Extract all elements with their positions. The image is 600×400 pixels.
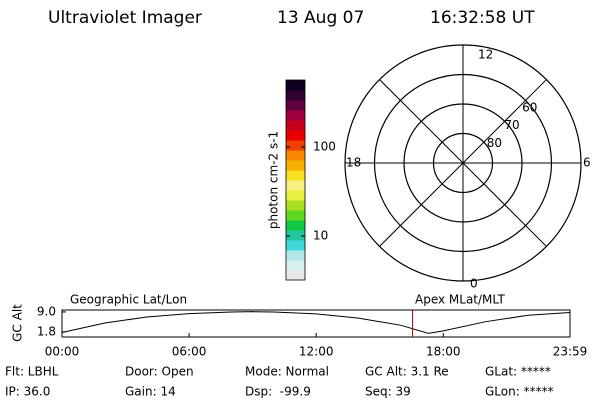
colorbar-step	[286, 120, 305, 131]
lat-label: 70	[504, 118, 519, 132]
info-field: GLat: *****	[485, 365, 551, 379]
y-tick-label: 1.8	[37, 324, 56, 338]
instrument: Ultraviolet Imager	[48, 8, 202, 28]
x-tick-label: 23:59	[553, 345, 588, 359]
colorbar-step	[286, 230, 305, 241]
colorbar-label: photon cm-2 s-1	[267, 131, 281, 229]
colorbar-step	[286, 160, 305, 171]
info-field: Mode: Normal	[245, 365, 329, 379]
x-tick-label: 18:00	[426, 345, 461, 359]
colorbar-tick-label: 100	[313, 139, 336, 153]
x-tick-label: 06:00	[172, 345, 207, 359]
colorbar-step	[286, 270, 305, 281]
info-field: IP: 36.0	[5, 385, 50, 399]
lat-label: 80	[487, 136, 502, 150]
colorbar-step	[286, 150, 305, 161]
colorbar-step	[286, 140, 305, 151]
mlt-label: 6	[583, 156, 591, 170]
y-tick-label: 9.0	[37, 304, 56, 318]
colorbar-step	[286, 80, 305, 91]
altitude-line	[61, 311, 571, 334]
colorbar-step	[286, 250, 305, 261]
colorbar-step	[286, 220, 305, 231]
time: 16:32:58 UT	[430, 8, 535, 28]
polar-axis	[379, 79, 547, 247]
lat-label: 60	[522, 100, 537, 114]
info-field: Seq: 39	[365, 385, 411, 399]
x-tick-label: 12:00	[299, 345, 334, 359]
info-field: GC Alt: 3.1 Re	[365, 365, 449, 379]
colorbar-step	[286, 130, 305, 141]
colorbar-step	[286, 100, 305, 111]
info-field: GLon: *****	[485, 385, 554, 399]
colorbar-step	[286, 180, 305, 191]
colorbar-step	[286, 200, 305, 211]
mlt-label: 12	[478, 48, 493, 62]
info-field: Gain: 14	[125, 385, 176, 399]
info-field: Dsp: -99.9	[245, 385, 311, 399]
alt-left-label: Geographic Lat/Lon	[70, 293, 187, 307]
mlt-label: 0	[470, 277, 478, 291]
colorbar-step	[286, 90, 305, 101]
colorbar-step	[286, 170, 305, 181]
info-field: Door: Open	[125, 365, 194, 379]
colorbar-step	[286, 110, 305, 121]
colorbar-step	[286, 190, 305, 201]
colorbar-frame	[285, 79, 306, 281]
colorbar-step	[286, 260, 305, 271]
colorbar-step	[286, 240, 305, 251]
alt-right-label: Apex MLat/MLT	[415, 293, 505, 307]
date: 13 Aug 07	[277, 8, 364, 28]
x-tick-label: 00:00	[45, 345, 80, 359]
info-field: Flt: LBHL	[5, 365, 59, 379]
alt-axis-label: GC Alt	[11, 304, 25, 342]
colorbar-step	[286, 210, 305, 221]
colorbar-tick-label: 10	[313, 228, 328, 242]
